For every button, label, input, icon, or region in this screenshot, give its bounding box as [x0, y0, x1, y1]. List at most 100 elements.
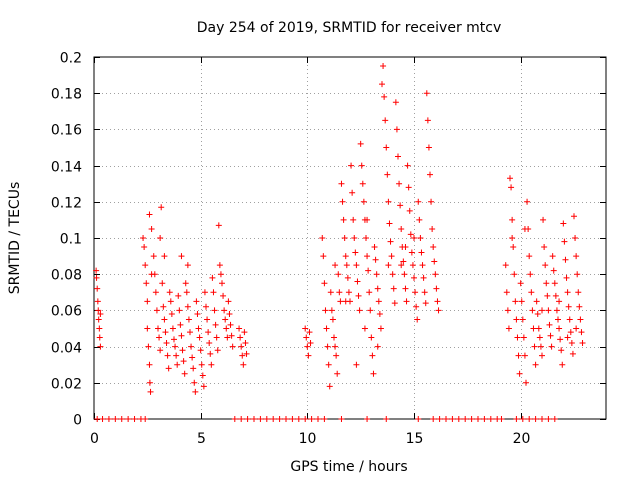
data-point [405, 184, 412, 191]
data-point [204, 316, 211, 323]
data-point [564, 334, 571, 341]
data-point [187, 329, 193, 336]
data-point [505, 325, 512, 332]
data-point [532, 416, 539, 422]
data-point [407, 231, 414, 238]
x-tick-label: 10 [299, 431, 317, 447]
data-point [184, 262, 191, 269]
data-point [199, 372, 206, 379]
y-axis-title: SRMTID / TECUs [7, 182, 23, 295]
data-point [504, 307, 511, 314]
data-point [143, 280, 150, 287]
data-point [221, 307, 228, 314]
data-point [240, 361, 247, 368]
data-point [462, 416, 469, 422]
data-point [355, 292, 362, 299]
data-point [521, 225, 528, 232]
data-point [189, 354, 196, 361]
x-tick-label: 0 [90, 431, 99, 447]
data-point [511, 271, 518, 278]
data-point [516, 370, 523, 377]
data-point [389, 271, 396, 278]
data-point [515, 352, 522, 359]
data-point [178, 253, 185, 260]
data-point [531, 343, 538, 350]
data-point [231, 416, 238, 422]
data-point [339, 198, 346, 205]
data-point [382, 117, 389, 124]
x-axis-title: GPS time / hours [290, 459, 407, 475]
data-point [418, 249, 425, 256]
data-point [527, 271, 534, 278]
data-point [214, 347, 221, 354]
data-point [530, 325, 537, 332]
data-point [326, 383, 333, 390]
data-point [563, 274, 570, 281]
data-point [409, 262, 416, 269]
data-point [325, 361, 332, 368]
data-point [242, 339, 249, 346]
data-point [289, 416, 296, 422]
data-point [550, 267, 557, 274]
data-point [549, 253, 556, 260]
y-tick-label: 0.02 [51, 377, 82, 393]
data-point [369, 352, 376, 359]
data-point [415, 416, 422, 422]
data-point [384, 171, 391, 178]
data-point [556, 325, 563, 332]
data-point [577, 316, 584, 323]
data-point [553, 307, 560, 314]
data-point [146, 379, 153, 386]
data-point [196, 334, 203, 341]
data-point [509, 235, 516, 241]
data-point [329, 316, 336, 323]
data-point [195, 325, 202, 332]
data-point [512, 298, 519, 305]
data-point [201, 289, 208, 296]
data-point [541, 244, 548, 251]
data-point [182, 280, 189, 287]
y-tick-label: 0.14 [51, 160, 82, 176]
data-point [179, 347, 186, 354]
data-point [167, 298, 174, 305]
data-point [328, 307, 335, 314]
data-point [539, 352, 545, 359]
data-point [336, 289, 343, 296]
data-point [215, 222, 222, 229]
y-tick-label: 0.16 [51, 123, 82, 139]
data-point [93, 267, 100, 274]
axis-ticks: 0 0.02 0.04 0.06 0.08 0.1 0.12 0.14 0.16 0.18 0.2 0… [51, 51, 606, 447]
data-point [320, 253, 327, 260]
data-point [173, 352, 180, 359]
data-point [156, 334, 163, 341]
data-point [348, 162, 355, 169]
data-point [481, 416, 488, 422]
data-point [578, 329, 585, 336]
data-point [145, 343, 152, 350]
data-point [404, 162, 411, 169]
data-point [508, 184, 515, 191]
data-point [392, 99, 399, 106]
data-point [435, 307, 442, 314]
data-point [142, 416, 149, 422]
data-point [383, 144, 390, 151]
data-point [565, 303, 572, 310]
data-point [175, 292, 182, 299]
data-point [373, 271, 380, 278]
data-point [174, 361, 181, 368]
data-point [432, 271, 439, 278]
data-point [361, 325, 368, 332]
data-point [206, 339, 213, 346]
data-point [322, 307, 329, 314]
data-point [562, 256, 569, 263]
data-point [226, 311, 233, 318]
data-point [513, 416, 520, 422]
data-point [547, 332, 554, 339]
data-point [125, 416, 132, 422]
data-point [306, 329, 313, 336]
data-point [557, 336, 564, 343]
data-point [93, 274, 100, 281]
data-point [398, 225, 405, 232]
data-point [321, 280, 328, 287]
data-point [217, 271, 224, 278]
